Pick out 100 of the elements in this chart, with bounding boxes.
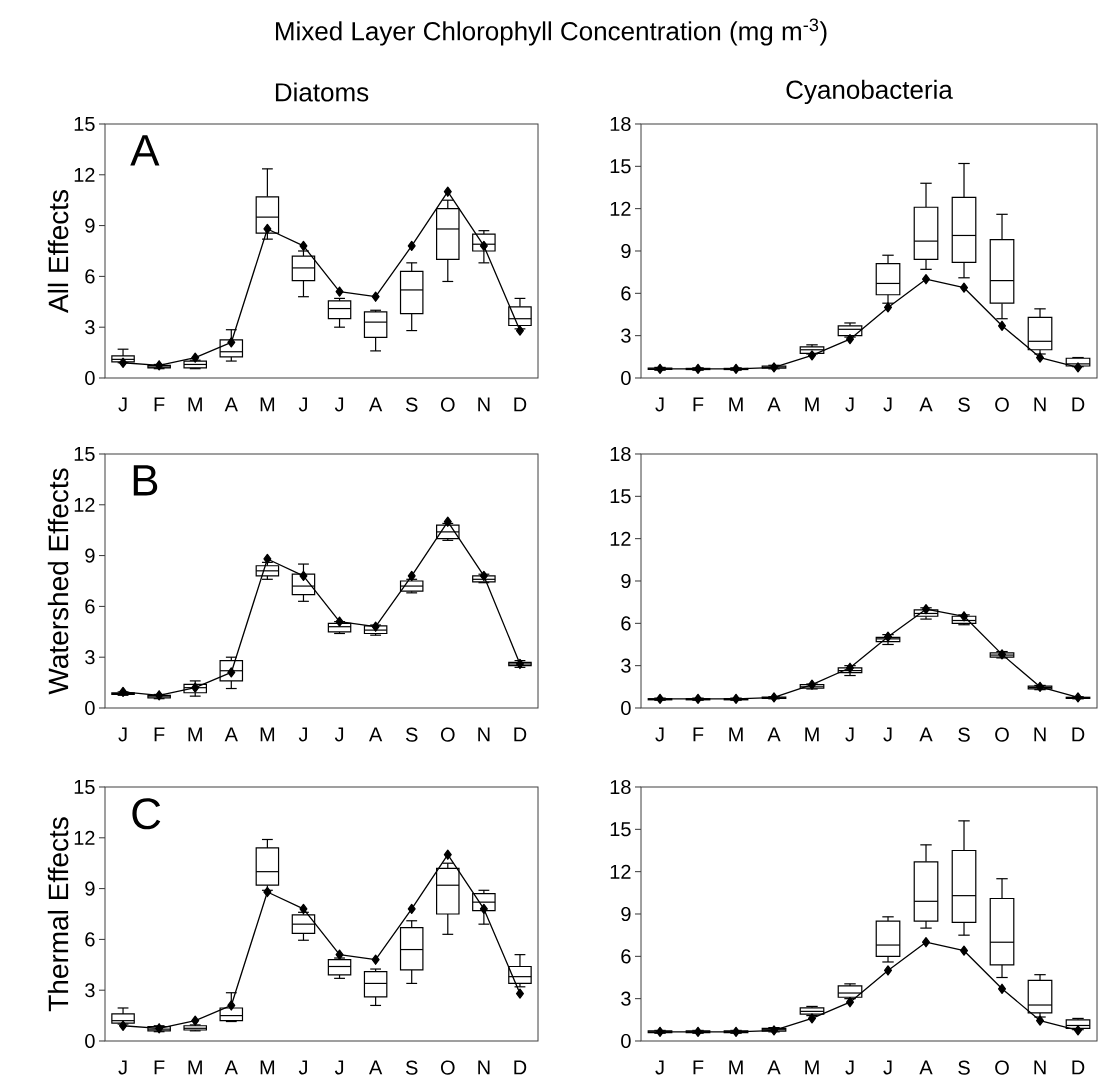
x-tick-label: A [368, 727, 383, 742]
point [769, 1025, 779, 1036]
point [883, 302, 893, 313]
y-tick-label: 15 [610, 822, 631, 837]
point [1035, 1015, 1045, 1026]
x-tick-label: J [334, 397, 344, 412]
x-tick-label: N [1034, 727, 1046, 742]
y-tick-label: 9 [85, 881, 95, 896]
point [807, 350, 817, 361]
x-tick-label: D [1072, 397, 1085, 412]
x-tick-label: D [514, 727, 527, 742]
point [997, 649, 1007, 660]
x-tick-label: M [729, 727, 743, 742]
point [693, 1026, 703, 1037]
point [845, 334, 855, 345]
x-tick-label: J [845, 397, 854, 412]
y-tick-label: 6 [85, 599, 95, 614]
point [299, 570, 308, 582]
point [769, 692, 779, 703]
x-tick-label: J [334, 727, 344, 742]
y-tick-label: 6 [621, 949, 631, 964]
point [921, 604, 931, 615]
x-tick-label: S [405, 1060, 418, 1075]
point [769, 362, 779, 373]
x-tick-label: F [693, 397, 704, 412]
point [263, 223, 272, 235]
point [191, 1015, 200, 1026]
point [1035, 352, 1045, 363]
x-tick-label: F [154, 397, 165, 412]
y-tick-label: 12 [74, 830, 95, 845]
y-axis-title: Thermal Effects [47, 817, 69, 1012]
y-tick-label: 12 [74, 497, 95, 512]
x-tick-label: J [655, 397, 664, 412]
y-tick-label: 0 [621, 700, 631, 716]
x-tick-label: D [514, 397, 527, 412]
point [299, 240, 308, 252]
x-tick-label: J [883, 727, 892, 742]
y-tick-label: 9 [85, 548, 95, 563]
y-tick-label: 0 [85, 700, 95, 716]
chart-title: Mixed Layer Chlorophyll Concentration (mg m$^{-3}$) [276, 18, 827, 46]
x-tick-label: S [958, 1060, 970, 1075]
y-tick-label: 12 [610, 864, 631, 879]
y-tick-label: 12 [74, 167, 95, 182]
y-tick-label: 15 [74, 447, 95, 461]
point [191, 352, 200, 363]
x-tick-label: O [440, 397, 455, 412]
point [845, 997, 855, 1008]
point [335, 286, 344, 297]
y-tick-label: 15 [74, 780, 95, 794]
point [263, 886, 272, 898]
y-tick-label: 3 [85, 983, 95, 998]
x-tick-label: A [224, 1060, 238, 1075]
point [883, 631, 893, 642]
y-tick-label: 6 [85, 932, 95, 947]
x-tick-label: M [188, 397, 202, 412]
point [407, 570, 416, 582]
x-tick-label: J [845, 1060, 854, 1075]
point [731, 363, 741, 374]
x-tick-label: J [118, 1060, 127, 1075]
x-tick-label: S [958, 727, 970, 742]
point [335, 616, 344, 627]
point [807, 1013, 817, 1024]
point [155, 1023, 164, 1034]
y-tick-label: 0 [621, 370, 631, 386]
y-tick-label: 6 [621, 286, 631, 301]
point [407, 903, 416, 915]
point [479, 240, 488, 252]
chart-subtitle: Diatoms [275, 82, 369, 102]
x-tick-label: O [995, 727, 1009, 742]
x-tick-label: A [919, 727, 933, 742]
y-tick-label: 6 [621, 616, 631, 631]
y-tick-label: 0 [85, 370, 95, 386]
x-tick-label: A [224, 397, 238, 412]
x-tick-label: M [260, 727, 275, 742]
y-tick-label: 3 [85, 650, 95, 665]
y-tick-label: 15 [610, 159, 631, 174]
point [921, 274, 931, 285]
x-tick-label: D [514, 1060, 527, 1075]
x-tick-label: F [154, 1060, 165, 1075]
point [655, 1026, 665, 1037]
x-tick-label: N [1034, 1060, 1046, 1075]
x-tick-label: N [1034, 397, 1046, 412]
x-tick-label: J [334, 1060, 344, 1075]
y-tick-label: 0 [85, 1033, 95, 1049]
y-tick-label: 9 [621, 573, 631, 589]
x-tick-label: M [260, 397, 275, 412]
point [807, 679, 817, 690]
point [371, 621, 380, 632]
point [155, 360, 164, 371]
y-tick-label: 3 [621, 328, 631, 343]
x-tick-label: A [919, 1060, 933, 1075]
annotation: A [130, 135, 160, 166]
x-tick-label: M [805, 727, 819, 742]
point [959, 611, 969, 622]
x-tick-label: F [154, 727, 165, 742]
y-tick-label: 9 [621, 243, 631, 259]
point [227, 337, 236, 348]
x-tick-label: M [729, 397, 743, 412]
x-tick-label: F [693, 727, 704, 742]
x-tick-label: A [767, 1060, 781, 1075]
